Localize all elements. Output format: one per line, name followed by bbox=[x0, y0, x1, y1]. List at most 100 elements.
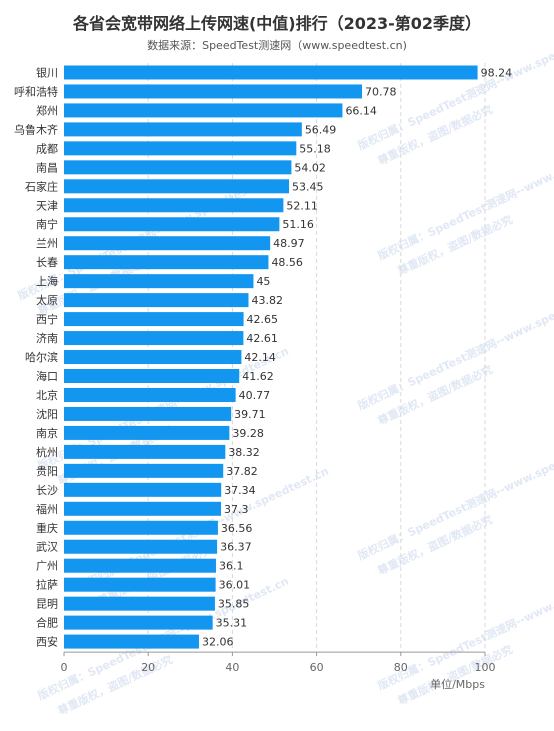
bar bbox=[64, 634, 199, 649]
bar bbox=[64, 520, 218, 535]
bar bbox=[64, 179, 290, 194]
bar bbox=[64, 558, 216, 573]
value-label: 32.06 bbox=[202, 636, 234, 649]
x-axis-unit-label: 单位/Mbps bbox=[430, 677, 485, 691]
bar bbox=[64, 501, 222, 516]
bar bbox=[64, 255, 269, 270]
bar bbox=[64, 444, 226, 459]
bar bbox=[64, 596, 215, 611]
bar bbox=[64, 406, 232, 421]
category-label: 昆明 bbox=[36, 598, 58, 611]
x-tick-label: 60 bbox=[310, 661, 324, 674]
category-label: 贵阳 bbox=[36, 465, 58, 478]
category-label: 西安 bbox=[36, 635, 58, 649]
value-label: 36.01 bbox=[219, 579, 251, 592]
category-label: 重庆 bbox=[36, 521, 58, 535]
bar bbox=[64, 198, 284, 213]
value-label: 66.14 bbox=[345, 104, 377, 117]
value-label: 48.97 bbox=[273, 237, 305, 250]
category-label: 长春 bbox=[36, 256, 58, 269]
value-label: 56.49 bbox=[305, 123, 337, 136]
chart-subtitle: 数据来源：SpeedTest测速网（www.speedtest.cn) bbox=[147, 39, 407, 52]
category-label: 沈阳 bbox=[36, 407, 58, 421]
x-tick-label: 40 bbox=[225, 661, 239, 674]
category-label: 福州 bbox=[36, 502, 58, 516]
value-label: 37.82 bbox=[226, 465, 258, 478]
value-label: 53.45 bbox=[292, 180, 324, 193]
value-label: 36.37 bbox=[220, 541, 252, 554]
bar bbox=[64, 331, 244, 346]
category-label: 长沙 bbox=[36, 484, 58, 497]
value-label: 38.32 bbox=[228, 446, 260, 459]
category-label: 北京 bbox=[36, 388, 58, 402]
value-label: 36.1 bbox=[219, 560, 244, 573]
bar bbox=[64, 141, 297, 156]
bar bbox=[64, 84, 362, 99]
value-label: 43.82 bbox=[251, 294, 282, 307]
category-label: 杭州 bbox=[36, 445, 58, 459]
category-label: 海口 bbox=[36, 369, 58, 383]
bar bbox=[64, 615, 213, 630]
x-tick-label: 100 bbox=[475, 661, 496, 674]
value-label: 39.28 bbox=[232, 427, 264, 440]
value-label: 54.02 bbox=[294, 161, 326, 174]
value-label: 52.11 bbox=[286, 199, 318, 212]
value-label: 35.31 bbox=[216, 617, 248, 630]
bar bbox=[64, 482, 222, 497]
x-axis-ticks: 0 20 40 60 80 100 bbox=[61, 652, 496, 674]
value-label: 40.77 bbox=[239, 389, 271, 402]
bar bbox=[64, 65, 478, 80]
bar bbox=[64, 103, 343, 118]
category-label: 哈尔滨 bbox=[25, 350, 58, 364]
category-label: 拉萨 bbox=[36, 578, 58, 592]
category-label: 广州 bbox=[36, 560, 58, 573]
category-label: 西宁 bbox=[36, 312, 58, 326]
category-label: 乌鲁木齐 bbox=[14, 122, 58, 136]
value-label: 36.56 bbox=[221, 522, 253, 535]
category-label: 呼和浩特 bbox=[14, 84, 58, 98]
bar bbox=[64, 312, 244, 327]
category-label: 天津 bbox=[36, 199, 58, 212]
category-label: 南昌 bbox=[36, 161, 58, 174]
value-label: 37.3 bbox=[224, 503, 249, 516]
value-label: 35.85 bbox=[218, 598, 250, 611]
bar bbox=[64, 293, 249, 308]
category-label: 银川 bbox=[36, 65, 58, 79]
bar bbox=[64, 274, 254, 289]
value-label: 45 bbox=[256, 275, 270, 288]
bar bbox=[64, 425, 230, 440]
category-label: 郑州 bbox=[36, 103, 58, 117]
bar bbox=[64, 369, 240, 384]
bar bbox=[64, 387, 236, 402]
bars-group bbox=[64, 65, 478, 649]
bar bbox=[64, 350, 242, 365]
x-tick-label: 80 bbox=[394, 661, 408, 674]
bar bbox=[64, 577, 216, 592]
bar bbox=[64, 217, 280, 232]
value-label: 42.14 bbox=[244, 351, 276, 364]
bar bbox=[64, 160, 292, 175]
bar bbox=[64, 539, 218, 554]
category-label: 济南 bbox=[36, 331, 58, 345]
x-tick-label: 0 bbox=[61, 661, 68, 674]
labels-group: 银川 98.24 呼和浩特 70.78 郑州 66.14 乌鲁木齐 56.49 成都 55.18 南… bbox=[14, 65, 512, 648]
category-label: 合肥 bbox=[36, 616, 58, 630]
value-label: 37.34 bbox=[224, 484, 256, 497]
category-label: 上海 bbox=[36, 274, 58, 288]
chart-title: 各省会宽带网络上传网速(中值)排行（2023-第02季度） bbox=[72, 14, 482, 33]
value-label: 48.56 bbox=[271, 256, 303, 269]
value-label: 42.61 bbox=[246, 332, 278, 345]
value-label: 41.62 bbox=[242, 370, 274, 383]
category-label: 南宁 bbox=[36, 217, 58, 231]
category-label: 成都 bbox=[36, 142, 58, 155]
category-label: 太原 bbox=[36, 294, 58, 307]
value-label: 51.16 bbox=[282, 218, 314, 231]
bar bbox=[64, 236, 271, 251]
category-label: 兰州 bbox=[36, 237, 58, 250]
value-label: 70.78 bbox=[365, 85, 397, 98]
value-label: 39.71 bbox=[234, 408, 265, 421]
category-label: 石家庄 bbox=[25, 179, 58, 193]
value-label: 55.18 bbox=[299, 142, 331, 155]
bar bbox=[64, 122, 302, 137]
